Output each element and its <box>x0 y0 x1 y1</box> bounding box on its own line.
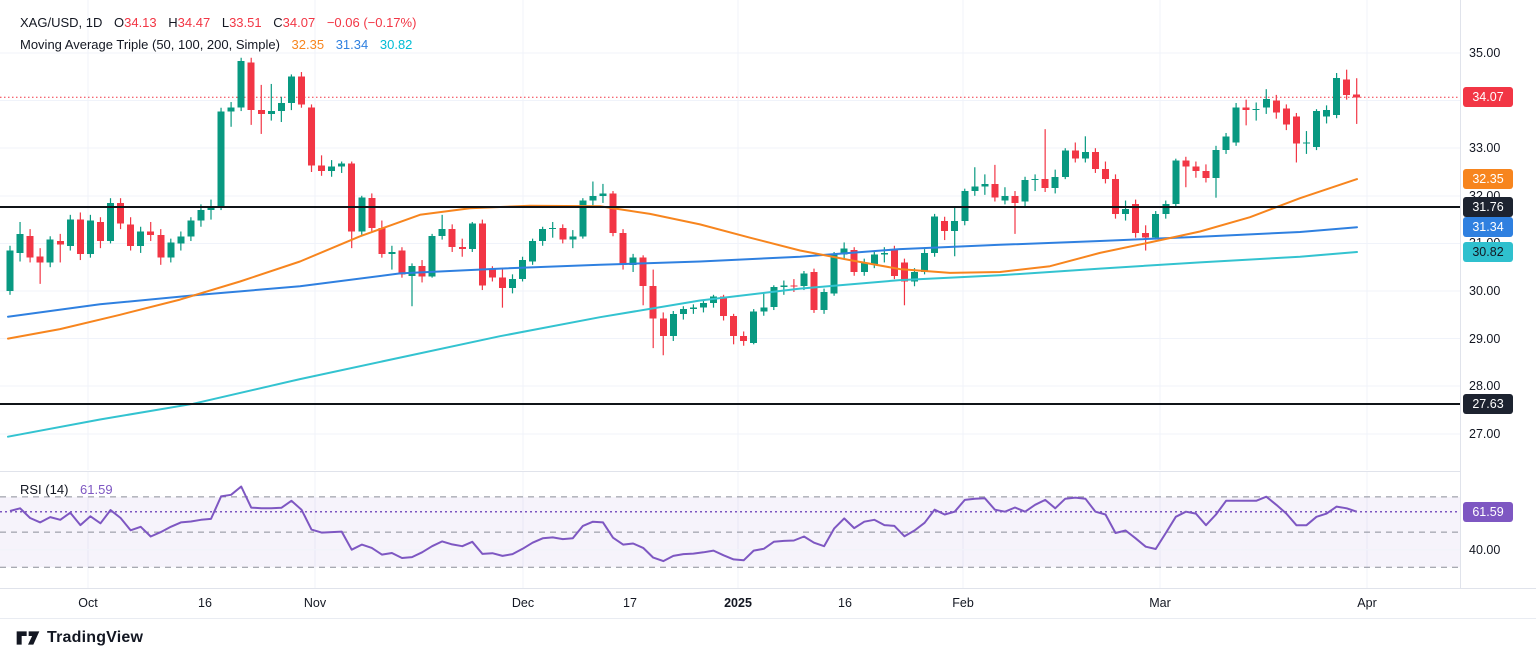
price-axis-label-28.00: 28.00 <box>1469 379 1501 394</box>
tradingview-logo-icon <box>16 631 40 645</box>
bottom-strip: TradingView <box>0 618 1536 661</box>
price-axis-label-30.00: 30.00 <box>1469 284 1501 298</box>
time-axis-label-Mar: Mar <box>1149 596 1171 610</box>
ma100-badge: 31.34 <box>1463 217 1513 238</box>
time-axis-label-16: 16 <box>838 596 852 610</box>
symbol-title[interactable]: XAG/USD, 1D <box>20 15 103 30</box>
rsi-value: 61.59 <box>80 482 113 497</box>
low-value: 33.51 <box>229 15 262 30</box>
change-value: −0.06 (−0.17%) <box>326 15 417 30</box>
time-axis-label-17: 17 <box>623 596 637 610</box>
tradingview-logo[interactable]: TradingView <box>16 628 143 648</box>
rsi-value-badge: 61.59 <box>1463 501 1513 522</box>
ma50-badge: 32.35 <box>1463 169 1513 190</box>
price-axis-label-27.00: 27.00 <box>1469 426 1501 441</box>
time-axis-label-Feb: Feb <box>952 596 974 610</box>
time-axis-label-Oct: Oct <box>78 596 98 610</box>
price-axis[interactable]: 35.0033.0032.0031.0030.0029.0028.0027.00… <box>1460 0 1536 618</box>
time-axis-label-Apr: Apr <box>1357 596 1377 610</box>
ma200-value: 30.82 <box>379 37 413 52</box>
ma50-value: 32.35 <box>291 37 325 52</box>
ma-title[interactable]: Moving Average Triple (50, 100, 200, Sim… <box>20 37 280 52</box>
last-price-badge: 34.07 <box>1463 87 1513 108</box>
rsi-legend[interactable]: RSI (14) 61.59 <box>20 481 121 499</box>
time-axis-label-16: 16 <box>198 596 212 610</box>
rsi-title[interactable]: RSI (14) <box>20 482 69 497</box>
ma-legend[interactable]: Moving Average Triple (50, 100, 200, Sim… <box>20 36 420 54</box>
tradingview-logo-text: TradingView <box>47 629 144 646</box>
price-axis-label-29.00: 29.00 <box>1469 331 1501 346</box>
ma200-badge: 30.82 <box>1463 241 1513 262</box>
level-27-63-badge: 27.63 <box>1463 393 1513 414</box>
symbol-legend[interactable]: XAG/USD, 1D O34.13 H34.47 L33.51 C34.07 … <box>20 14 424 32</box>
rsi-axis-label-40.00: 40.00 <box>1469 542 1501 557</box>
ma100-value: 31.34 <box>335 37 369 52</box>
close-label: C <box>273 15 283 30</box>
time-axis[interactable]: Oct 16 Nov Dec 17 2025 16 Feb Mar Apr <box>0 588 1536 619</box>
price-axis-label-33.00: 33.00 <box>1469 141 1501 156</box>
pane-divider[interactable] <box>0 471 1536 472</box>
level-31-76-badge: 31.76 <box>1463 197 1513 218</box>
low-label: L <box>221 15 230 30</box>
time-axis-label-2025: 2025 <box>724 596 752 610</box>
time-axis-label-Nov: Nov <box>303 596 327 610</box>
open-value: 34.13 <box>124 15 157 30</box>
chart-canvas[interactable] <box>0 0 1460 618</box>
high-label: H <box>168 15 178 30</box>
high-value: 34.47 <box>177 15 211 30</box>
close-value: 34.07 <box>282 15 316 30</box>
open-label: O <box>113 15 125 30</box>
time-axis-label-Dec: Dec <box>511 596 535 610</box>
price-axis-label-35.00: 35.00 <box>1469 46 1501 60</box>
